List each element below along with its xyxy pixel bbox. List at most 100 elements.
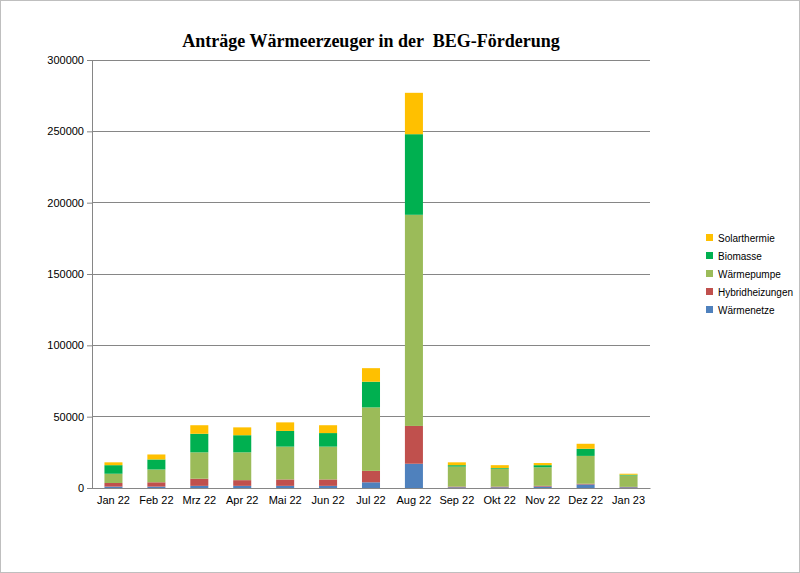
bar-segment	[362, 368, 380, 382]
bar-segment	[534, 463, 552, 465]
grid-line	[92, 274, 650, 275]
bar-segment	[190, 434, 208, 453]
chart: 050000100000150000200000250000300000Jan …	[0, 0, 800, 573]
x-tick: Jul 22	[356, 488, 385, 506]
bars	[104, 93, 637, 488]
x-axis: Jan 22Feb 22Mrz 22Apr 22Mai 22Jun 22Jul …	[93, 488, 651, 506]
legend-label: Hybridheizungen	[718, 287, 793, 298]
bar-segment	[147, 459, 165, 469]
bar-segment	[233, 452, 251, 480]
y-tick-label: 200000	[47, 197, 84, 209]
bar-segment	[190, 486, 208, 488]
bar-segment	[233, 427, 251, 435]
bar-segment	[405, 134, 423, 215]
y-tick: 200000	[47, 197, 92, 209]
x-axis-line	[93, 488, 651, 489]
legend-swatch	[706, 252, 713, 259]
bar-segment	[319, 433, 337, 447]
x-tick-label: Nov 22	[525, 494, 560, 506]
y-tick-mark	[87, 345, 92, 346]
grid-line	[92, 131, 650, 132]
legend: Solarthermie Biomasse Wärmepumpe Hybridheiz…	[706, 233, 793, 316]
x-tick: Apr 22	[226, 488, 258, 506]
x-tick-label: Dez 22	[568, 494, 603, 506]
y-tick: 150000	[47, 268, 92, 280]
x-tick-label: Jan 23	[612, 494, 645, 506]
legend-item: Hybridheizungen	[706, 287, 793, 298]
x-tick-label: Feb 22	[139, 494, 173, 506]
bar-segment	[319, 486, 337, 488]
x-tick: Jun 22	[312, 488, 345, 506]
x-tick: Nov 22	[525, 488, 560, 506]
bar-segment	[104, 462, 122, 465]
legend-label: Solarthermie	[718, 233, 775, 244]
bar-segment	[147, 469, 165, 482]
bar-segment	[104, 487, 122, 488]
bar-segment	[405, 215, 423, 426]
legend-item: Wärmenetze	[706, 305, 775, 316]
bar-segment	[104, 465, 122, 474]
bar-segment	[405, 426, 423, 464]
x-tick: Aug 22	[396, 488, 431, 506]
x-tick-label: Mai 22	[269, 494, 302, 506]
bar-segment	[620, 475, 638, 486]
x-tick-label: Jan 22	[97, 494, 130, 506]
bar-segment	[362, 471, 380, 482]
bar-segment	[620, 473, 638, 475]
bar-segment	[405, 464, 423, 488]
legend-label: Wärmenetze	[718, 305, 775, 316]
series-bars	[104, 134, 637, 475]
grid-line	[92, 345, 650, 346]
bar-segment	[190, 452, 208, 478]
bar-segment	[491, 469, 509, 487]
x-tick: Okt 22	[484, 488, 516, 506]
x-tick: Sep 22	[439, 488, 474, 506]
legend-label: Biomasse	[718, 251, 762, 262]
bar-segment	[276, 422, 294, 431]
y-tick-label: 150000	[47, 268, 84, 280]
bar-segment	[491, 487, 509, 488]
bar-segment	[319, 425, 337, 433]
bar-segment	[448, 467, 466, 487]
legend-swatch	[706, 306, 713, 313]
y-axis-line	[87, 61, 93, 489]
bar-segment	[577, 444, 595, 449]
x-tick: Mai 22	[269, 488, 302, 506]
bar-segment	[319, 479, 337, 485]
bar-segment	[233, 480, 251, 486]
bar-segment	[104, 483, 122, 487]
legend-item: Biomasse	[706, 251, 762, 262]
bar-segment	[276, 431, 294, 447]
y-axis: 050000100000150000200000250000300000	[47, 54, 92, 494]
bar-segment	[362, 482, 380, 488]
y-tick-mark	[87, 274, 92, 275]
bar-segment	[190, 479, 208, 486]
bar-segment	[233, 486, 251, 488]
bar-segment	[577, 484, 595, 488]
bar-segment	[276, 486, 294, 488]
legend-label: Wärmepumpe	[718, 269, 781, 280]
bar-segment	[362, 407, 380, 470]
x-tick: Feb 22	[139, 488, 173, 506]
legend-swatch	[706, 270, 713, 277]
x-tick: Jan 22	[97, 488, 130, 506]
y-tick-label: 300000	[47, 54, 84, 66]
y-tick-mark	[87, 417, 92, 418]
y-tick-mark	[87, 488, 92, 489]
bar-segment	[276, 479, 294, 485]
y-tick-label: 50000	[53, 411, 84, 423]
grid-line	[92, 60, 650, 61]
y-tick-label: 0	[78, 482, 84, 494]
bar-segment	[448, 462, 466, 465]
grid	[92, 60, 650, 488]
x-tick-label: Jun 22	[312, 494, 345, 506]
series-bars	[104, 215, 637, 487]
bar-segment	[577, 456, 595, 484]
bar-segment	[362, 382, 380, 408]
bar-segment	[448, 465, 466, 466]
bar-segment	[276, 447, 294, 480]
bar-segment	[147, 482, 165, 486]
bar-segment	[620, 474, 638, 476]
y-tick-mark	[87, 60, 92, 61]
bar-segment	[405, 93, 423, 134]
